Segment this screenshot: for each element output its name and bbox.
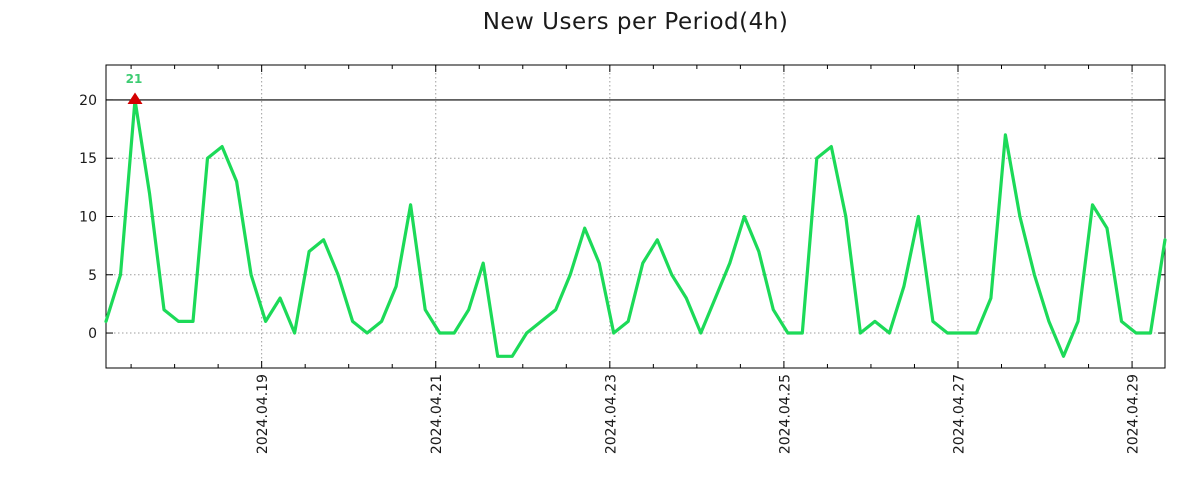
x-tick-label: 2024.04.21 [429,374,445,454]
x-tick-label: 2024.04.23 [603,374,619,454]
y-tick-label: 10 [79,210,97,226]
plot-border [105,64,1166,369]
x-tick-label: 2024.04.27 [951,374,967,454]
y-tick-label: 0 [88,326,97,342]
chart-title: New Users per Period(4h) [482,9,789,35]
x-tick-label: 2024.04.29 [1126,374,1142,454]
y-tick-label: 15 [79,151,97,167]
x-tick-label: 2024.04.19 [255,374,271,454]
y-tick-label: 20 [79,93,97,109]
y-tick-label: 5 [88,268,97,284]
peak-annotation: 21 [126,72,143,86]
series-line [104,98,1167,358]
x-tick-label: 2024.04.25 [777,374,793,454]
clipped-peak-marker [127,92,143,104]
